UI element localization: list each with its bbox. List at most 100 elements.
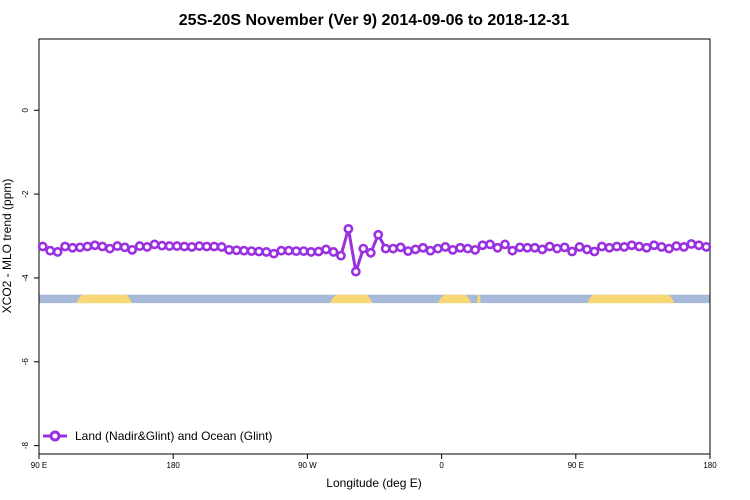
x-tick-label: 90 E — [31, 461, 47, 470]
data-point — [395, 242, 406, 253]
data-point — [380, 243, 391, 254]
data-point — [559, 242, 570, 253]
data-point — [522, 242, 533, 253]
legend-label: Land (Nadir&Glint) and Ocean (Glint) — [75, 429, 272, 443]
data-point — [336, 250, 346, 261]
x-tick-label: 90 E — [568, 461, 584, 470]
data-point — [611, 241, 622, 252]
data-point — [112, 241, 123, 251]
data-point — [388, 243, 399, 254]
data-point — [343, 223, 354, 234]
data-point — [321, 244, 331, 255]
data-point — [649, 240, 659, 251]
data-point — [82, 241, 93, 252]
data-point — [172, 241, 182, 251]
data-point — [231, 245, 242, 256]
data-point — [164, 241, 175, 251]
land-segment — [76, 294, 133, 304]
data-point — [679, 242, 689, 252]
data-point — [440, 242, 451, 252]
y-tick-label: -2 — [21, 190, 30, 198]
data-point — [142, 242, 153, 252]
data-point — [358, 243, 369, 254]
data-point — [447, 244, 458, 255]
data-point — [75, 242, 85, 253]
data-point — [470, 244, 481, 255]
data-point — [537, 244, 548, 255]
data-point — [328, 247, 339, 257]
data-point — [477, 240, 488, 251]
data-point — [179, 241, 190, 252]
data-point — [552, 243, 563, 254]
data-point — [634, 241, 645, 252]
data-point — [216, 242, 227, 252]
data-point — [462, 243, 473, 254]
chart-title: 25S-20S November (Ver 9) 2014-09-06 to 2… — [179, 12, 570, 29]
data-point — [261, 247, 272, 257]
data-point — [701, 242, 712, 252]
data-point — [134, 241, 145, 251]
data-point — [641, 242, 652, 253]
data-point — [574, 242, 585, 252]
data-point — [485, 239, 495, 250]
data-point — [149, 239, 160, 250]
data-point — [626, 240, 637, 251]
data-point — [604, 242, 615, 253]
y-tick-label: -6 — [21, 358, 30, 366]
data-point — [239, 245, 249, 256]
data-point — [455, 242, 466, 253]
data-point — [619, 242, 630, 252]
data-point — [283, 245, 294, 256]
land-segment — [586, 294, 675, 304]
data-point — [567, 246, 577, 257]
y-tick-label: -4 — [21, 274, 30, 282]
data-point — [500, 239, 510, 250]
data-point — [209, 241, 220, 252]
data-point — [224, 244, 235, 255]
data-point — [514, 242, 525, 253]
data-point — [194, 241, 205, 251]
data-point — [291, 246, 302, 257]
data-point — [373, 229, 384, 240]
data-point — [350, 266, 361, 277]
data-point — [254, 246, 264, 257]
x-axis-ticks: 90 E 180 90 W 0 90 E 180 — [31, 454, 717, 470]
data-point — [418, 242, 428, 253]
x-tick-label: 0 — [439, 461, 444, 470]
data-point — [104, 243, 115, 254]
data-point — [507, 245, 518, 256]
data-point — [589, 246, 600, 257]
y-axis-label: XCO2 - MLO trend (ppm) — [0, 179, 14, 314]
data-point — [37, 241, 48, 252]
ocean-band — [39, 294, 710, 304]
x-tick-label: 180 — [167, 461, 181, 470]
legend-swatch-marker — [49, 430, 61, 442]
series-layer — [37, 223, 712, 277]
x-tick-label: 90 W — [298, 461, 317, 470]
data-point — [365, 247, 376, 258]
x-tick-label: 180 — [703, 461, 717, 470]
data-point — [529, 242, 540, 253]
data-point — [119, 242, 130, 253]
data-point — [127, 244, 138, 255]
surface-band — [39, 294, 710, 304]
data-point — [671, 241, 682, 251]
data-point — [268, 248, 279, 259]
data-point — [67, 242, 78, 253]
data-point — [157, 240, 167, 251]
data-point — [45, 245, 56, 256]
data-point — [425, 245, 436, 256]
land-segment — [329, 294, 373, 304]
data-point — [410, 244, 421, 255]
data-point — [492, 242, 503, 253]
data-point — [60, 241, 70, 252]
y-tick-label: 0 — [21, 107, 30, 112]
data-point — [186, 242, 197, 252]
data-point — [276, 245, 287, 256]
data-point — [664, 243, 674, 254]
data-point — [656, 242, 667, 252]
data-point — [596, 241, 607, 252]
data-point — [201, 241, 212, 252]
data-point — [52, 247, 63, 257]
x-axis-label: Longitude (deg E) — [326, 476, 421, 490]
